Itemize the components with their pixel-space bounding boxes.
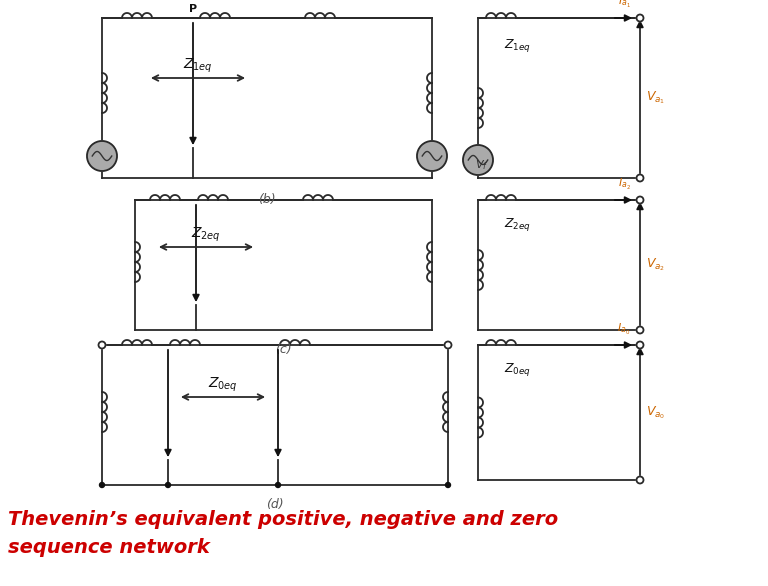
Text: $I_{a_1}$: $I_{a_1}$: [617, 0, 631, 10]
Text: $Z_{2eq}$: $Z_{2eq}$: [505, 216, 531, 233]
Circle shape: [98, 342, 105, 349]
Circle shape: [637, 196, 644, 203]
Text: $V_{a_1}$: $V_{a_1}$: [646, 90, 665, 106]
Text: (d): (d): [266, 498, 284, 511]
Text: $V_{a_2}$: $V_{a_2}$: [646, 257, 665, 273]
Circle shape: [637, 342, 644, 349]
Circle shape: [87, 141, 117, 171]
Text: $I_{a_0}$: $I_{a_0}$: [617, 322, 631, 337]
Circle shape: [463, 145, 493, 175]
Text: $Z_{1eq}$: $Z_{1eq}$: [183, 57, 213, 75]
Text: (b): (b): [258, 193, 276, 206]
Circle shape: [637, 476, 644, 483]
Circle shape: [100, 482, 104, 488]
Text: $Z_{0eq}$: $Z_{0eq}$: [505, 362, 531, 379]
Text: P: P: [189, 4, 197, 14]
Circle shape: [165, 482, 170, 488]
Text: $Z_{1eq}$: $Z_{1eq}$: [505, 38, 531, 54]
Circle shape: [445, 482, 451, 488]
Text: $Z_{0eq}$: $Z_{0eq}$: [208, 376, 238, 394]
Text: $I_{a_2}$: $I_{a_2}$: [617, 177, 631, 192]
Circle shape: [445, 342, 452, 349]
Circle shape: [637, 175, 644, 182]
Text: $V_{a_0}$: $V_{a_0}$: [646, 404, 665, 421]
Circle shape: [417, 141, 447, 171]
Circle shape: [637, 15, 644, 22]
Text: $Z_{2eq}$: $Z_{2eq}$: [191, 226, 221, 244]
Text: $V_f$: $V_f$: [475, 158, 488, 172]
Circle shape: [276, 482, 280, 488]
Text: Thevenin’s equivalent positive, negative and zero
sequence network: Thevenin’s equivalent positive, negative…: [8, 510, 558, 557]
Text: (c): (c): [275, 343, 292, 356]
Circle shape: [637, 326, 644, 333]
